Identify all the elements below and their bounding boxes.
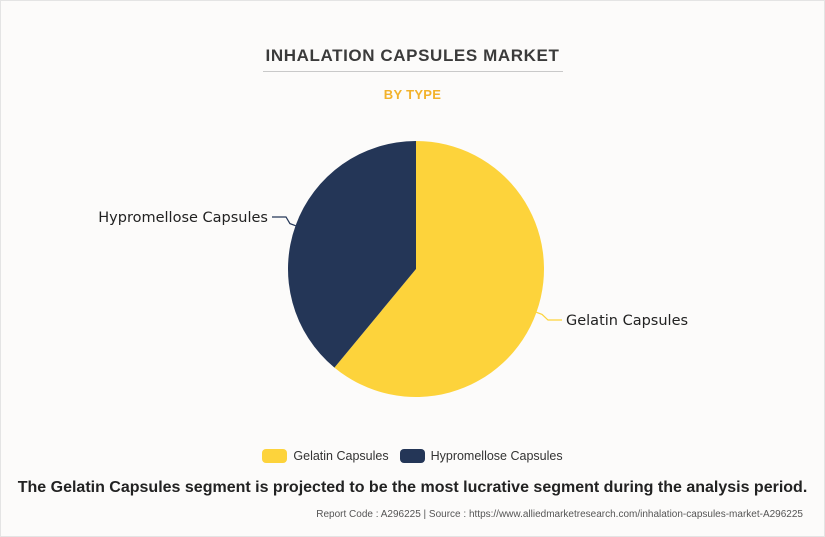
chart-caption: The Gelatin Capsules segment is projecte… — [17, 479, 808, 496]
pie-slice-hypromellose[interactable] — [288, 141, 416, 368]
pie-label-hypromellose: Hypromellose Capsules — [98, 210, 268, 226]
chart-legend: Gelatin Capsules Hypromellose Capsules — [0, 449, 825, 463]
legend-label-hypromellose: Hypromellose Capsules — [430, 449, 563, 463]
pie-label-gelatin: Gelatin Capsules — [566, 313, 688, 329]
leader-line-gelatin — [536, 311, 562, 321]
legend-swatch-hypromellose — [399, 449, 425, 463]
pie-slice-gelatin[interactable] — [334, 141, 544, 398]
source-footer: Report Code : A296225 | Source : https:/… — [316, 509, 803, 520]
leader-line-hypromellose — [272, 216, 296, 227]
legend-swatch-gelatin — [262, 449, 288, 463]
legend-label-gelatin: Gelatin Capsules — [293, 449, 389, 463]
chart-title: INHALATION CAPSULES MARKET — [265, 46, 560, 65]
legend-item-gelatin[interactable]: Gelatin Capsules — [262, 449, 389, 463]
legend-item-hypromellose[interactable]: Hypromellose Capsules — [399, 449, 563, 463]
title-divider — [263, 71, 563, 72]
chart-subtitle: BY TYPE — [383, 87, 442, 102]
